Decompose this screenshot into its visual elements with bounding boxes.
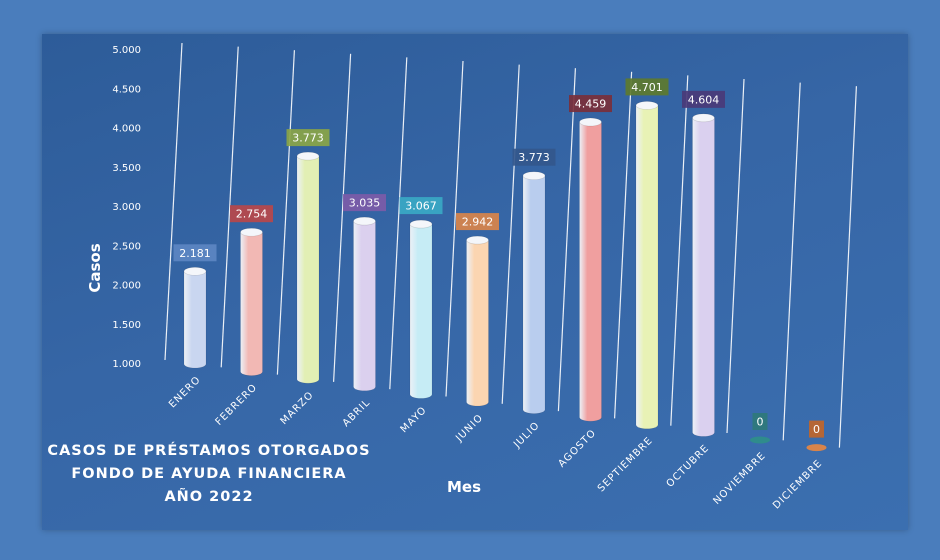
y-tick-label: 3.000 — [112, 202, 141, 213]
bar-top — [409, 219, 433, 229]
data-label: 0 — [813, 423, 820, 436]
data-label-box — [173, 244, 217, 262]
bar — [183, 270, 207, 369]
bar-top — [240, 227, 263, 237]
bar — [635, 105, 659, 430]
gridlines — [164, 42, 857, 448]
bar-base — [750, 436, 770, 444]
data-label: 2.181 — [179, 247, 211, 260]
bar-top — [296, 151, 320, 161]
chart-title-line-2: FONDO DE AYUDA FINANCIERA — [71, 466, 346, 482]
y-tick-label: 1.500 — [112, 320, 141, 331]
gridline — [389, 57, 408, 390]
bar — [522, 175, 546, 414]
data-label: 0 — [757, 416, 764, 429]
x-tick-label: OCTUBRE — [665, 443, 712, 490]
bar-top — [692, 113, 715, 123]
data-label: 2.942 — [462, 216, 494, 229]
x-tick-label: DICIEMBRE — [771, 458, 824, 511]
data-label-box — [682, 90, 725, 108]
x-tick-label: AGOSTO — [556, 428, 598, 470]
bar-top — [183, 266, 207, 276]
y-tick-label: 4.000 — [112, 124, 141, 135]
data-label: 4.701 — [631, 81, 663, 94]
gridline — [164, 42, 183, 361]
y-axis-title: Casos — [86, 243, 104, 292]
bar — [296, 155, 320, 384]
data-label-box — [625, 78, 669, 96]
data-label: 3.773 — [518, 151, 550, 164]
data-label-box — [809, 420, 824, 438]
gridline — [445, 60, 464, 397]
bar-top — [579, 117, 602, 127]
x-tick-label: FEBRERO — [214, 382, 260, 428]
y-tick-label: 1.000 — [112, 359, 141, 370]
y-tick-label: 4.500 — [112, 84, 141, 95]
y-tick-labels: 1.000 1.500 2.000 2.500 3.000 3.500 4.000 4.500… — [112, 45, 141, 370]
data-label: 3.773 — [292, 132, 324, 145]
bar — [240, 231, 263, 376]
y-tick-label: 2.000 — [112, 281, 141, 292]
gridline — [838, 86, 857, 448]
data-label-box — [343, 194, 386, 212]
gridline — [726, 78, 745, 434]
data-label-box — [512, 148, 556, 166]
bar-top — [466, 235, 489, 245]
gridline — [501, 64, 520, 404]
x-tick-label: NOVIEMBRE — [712, 450, 769, 507]
data-label-box — [569, 95, 612, 113]
x-tick-label: ENERO — [167, 374, 203, 410]
gridline — [333, 53, 352, 382]
bar-top — [522, 171, 546, 180]
gridline — [276, 50, 295, 375]
x-tick-label: JUNIO — [453, 412, 485, 444]
y-tick-label: 3.500 — [112, 163, 141, 174]
data-label: 3.067 — [405, 200, 437, 213]
bar-top — [635, 101, 659, 110]
data-label-box — [456, 213, 499, 231]
gridline — [557, 68, 576, 412]
bars — [183, 101, 827, 452]
data-label: 3.035 — [349, 197, 381, 210]
bar — [466, 239, 489, 407]
chart-title-line-1: CASOS DE PRÉSTAMOS OTORGADOS — [47, 442, 370, 459]
data-label-box — [399, 197, 443, 215]
data-labels: 2.181 2.754 3.773 3.035 3.067 2.942 3.773 4.459… — [173, 78, 824, 438]
bar — [409, 223, 433, 399]
bar — [579, 121, 602, 422]
bar — [353, 220, 376, 392]
data-label: 2.754 — [236, 208, 268, 221]
x-tick-label: MARZO — [279, 390, 317, 428]
bar-base — [806, 444, 827, 452]
x-axis-title: Mes — [447, 478, 481, 496]
data-label: 4.604 — [688, 93, 720, 106]
x-tick-label: SEPTIEMBRE — [596, 435, 655, 494]
x-tick-label: JULIO — [511, 420, 542, 451]
gridline — [614, 71, 633, 419]
data-label-box — [230, 205, 273, 223]
bar — [692, 117, 715, 437]
y-tick-label: 5.000 — [112, 45, 141, 56]
gridline — [670, 75, 689, 426]
x-tick-label: MAYO — [399, 405, 429, 435]
data-label: 4.459 — [575, 98, 607, 111]
chart-title-line-3: AÑO 2022 — [164, 488, 253, 505]
x-tick-label: ABRIL — [341, 397, 373, 429]
gridline — [220, 46, 239, 368]
bar-top — [353, 216, 376, 226]
data-label-box — [752, 413, 768, 430]
y-tick-label: 2.500 — [112, 241, 141, 252]
gridline — [782, 82, 801, 441]
data-label-box — [286, 129, 330, 147]
